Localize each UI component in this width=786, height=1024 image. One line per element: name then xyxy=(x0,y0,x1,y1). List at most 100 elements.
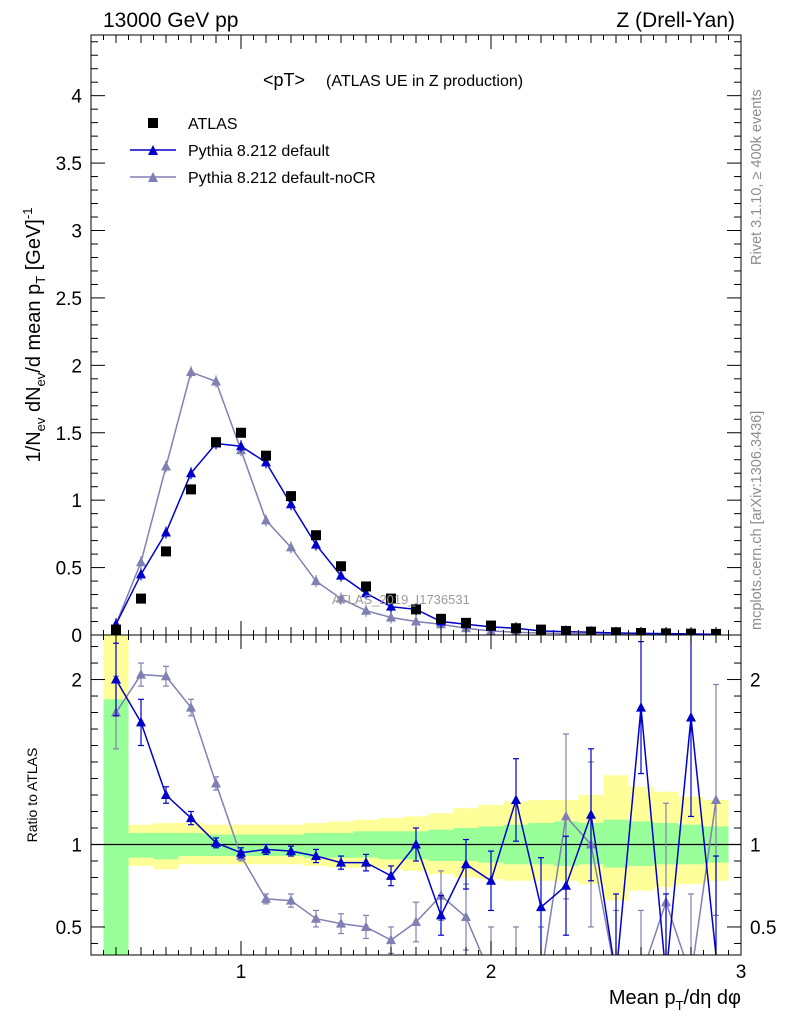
plot-title: <pT> xyxy=(263,70,305,90)
y-tick-label-main: 2.5 xyxy=(56,289,82,310)
ratio-point-default xyxy=(686,711,696,722)
data-point-atlas xyxy=(411,604,421,615)
legend: ATLAS Pythia 8.212 default Pythia 8.212 … xyxy=(130,116,376,187)
data-point-atlas xyxy=(361,581,371,592)
ratio-point-default xyxy=(461,858,471,869)
data-point-nocr xyxy=(286,541,296,552)
band-green-bin xyxy=(153,832,179,860)
data-point-default xyxy=(186,467,196,478)
ratio-point-default xyxy=(161,789,171,799)
data-point-atlas xyxy=(261,450,271,461)
ratio-point-nocr xyxy=(711,794,721,804)
data-point-nocr xyxy=(311,575,321,586)
band-green-bin xyxy=(628,821,654,866)
data-point-default xyxy=(136,568,146,579)
y-tick-label-main: 3 xyxy=(71,222,82,243)
y-tick-label-main: 1 xyxy=(71,491,82,512)
y-tick-label-ratio-right: 2 xyxy=(750,671,761,692)
data-point-atlas xyxy=(161,546,171,557)
ratio-point-default xyxy=(561,880,571,890)
ratio-point-default xyxy=(136,716,146,727)
ratio-point-default xyxy=(586,809,596,819)
data-point-atlas xyxy=(286,491,296,502)
data-point-default xyxy=(361,587,371,598)
band-green-bin xyxy=(328,832,354,858)
ratio-point-default xyxy=(111,674,121,684)
ratio-point-nocr xyxy=(336,918,346,928)
ratio-point-default xyxy=(186,812,196,823)
data-point-nocr xyxy=(261,514,271,525)
data-point-nocr xyxy=(211,376,221,386)
y-tick-label-main: 1.5 xyxy=(56,424,82,445)
header-left: 13000 GeV pp xyxy=(103,9,238,32)
legend-marker-nocr xyxy=(148,172,158,182)
data-point-atlas xyxy=(236,427,246,438)
ratio-point-default xyxy=(511,794,521,804)
ratio-point-nocr xyxy=(136,669,146,679)
y-tick-label-main: 3.5 xyxy=(56,154,82,175)
ratio-point-default xyxy=(311,850,321,861)
data-point-nocr xyxy=(386,611,396,622)
x-tick-label: 1 xyxy=(236,962,247,983)
y-tick-label-main: 0.5 xyxy=(56,559,82,580)
data-point-nocr xyxy=(336,593,346,603)
y-tick-label-ratio: 2 xyxy=(71,671,82,692)
ratio-point-default xyxy=(411,838,421,849)
y-tick-label-main: 4 xyxy=(71,87,82,108)
svg-text:1/Nev dNev/d mean pT [GeV]-1: 1/Nev dNev/d mean pT [GeV]-1 xyxy=(20,208,48,463)
y-tick-label-main: 0 xyxy=(71,626,82,647)
data-point-atlas xyxy=(136,593,146,604)
legend-label-nocr: Pythia 8.212 default-noCR xyxy=(188,170,376,187)
data-point-nocr xyxy=(136,556,146,567)
ratio-point-default xyxy=(261,843,271,854)
rivet-version-label: Rivet 3.1.10, ≥ 400k events xyxy=(749,89,765,265)
legend-label-default: Pythia 8.212 default xyxy=(188,143,330,160)
ratio-point-nocr xyxy=(561,810,571,821)
data-point-default xyxy=(261,456,271,467)
y-tick-label-main: 2 xyxy=(71,356,82,377)
ratio-point-default xyxy=(286,845,296,856)
ratio-point-default xyxy=(361,857,371,867)
ratio-panel-data xyxy=(91,635,741,955)
data-point-nocr xyxy=(361,605,371,615)
data-point-default xyxy=(161,527,171,537)
data-point-default xyxy=(236,440,246,451)
legend-label-atlas: ATLAS xyxy=(188,116,238,133)
y-axis-label-main: 1/Nev dNev/d mean pT [GeV]-1 xyxy=(20,208,48,463)
y-axis-label-ratio: Ratio to ATLAS xyxy=(24,748,40,843)
data-point-nocr xyxy=(411,616,421,626)
data-point-default xyxy=(286,498,296,509)
ratio-point-nocr xyxy=(311,913,321,923)
data-point-atlas xyxy=(436,613,446,624)
x-axis-label: Mean pT/dη dφ xyxy=(609,987,741,1013)
svg-text:Mean pT/dη dφ: Mean pT/dη dφ xyxy=(609,987,741,1013)
ratio-point-default xyxy=(336,857,346,867)
legend-marker-default xyxy=(148,145,158,155)
ratio-point-default xyxy=(636,702,646,712)
ratio-point-default xyxy=(236,847,246,857)
data-point-atlas xyxy=(386,593,396,604)
ratio-point-nocr xyxy=(161,670,171,681)
ratio-point-nocr xyxy=(186,702,196,712)
x-tick-label: 2 xyxy=(486,962,497,983)
axes: 0 0.5 1 1.5 2 2.5 3 3.5 4 0.5 0.5 1 1 2 2 1 2 3 xyxy=(56,35,776,983)
ratio-point-nocr xyxy=(361,921,371,931)
data-point-atlas xyxy=(461,617,471,628)
ratio-point-default xyxy=(386,870,396,880)
plot-subtitle: (ATLAS UE in Z production) xyxy=(326,73,523,90)
ratio-point-default xyxy=(211,837,221,847)
band-green-bin xyxy=(128,832,154,858)
data-point-atlas xyxy=(336,561,346,572)
data-point-atlas xyxy=(186,484,196,495)
data-point-atlas xyxy=(311,530,321,541)
ratio-point-nocr xyxy=(211,777,221,788)
y-tick-label-ratio: 1 xyxy=(71,835,82,856)
y-tick-label-ratio: 0.5 xyxy=(56,918,82,939)
data-point-default xyxy=(386,601,396,611)
x-tick-label: 3 xyxy=(736,962,747,983)
data-point-nocr xyxy=(161,460,171,471)
ratio-point-default xyxy=(486,875,496,885)
ratio-point-default xyxy=(536,901,546,912)
data-point-nocr xyxy=(186,366,196,377)
